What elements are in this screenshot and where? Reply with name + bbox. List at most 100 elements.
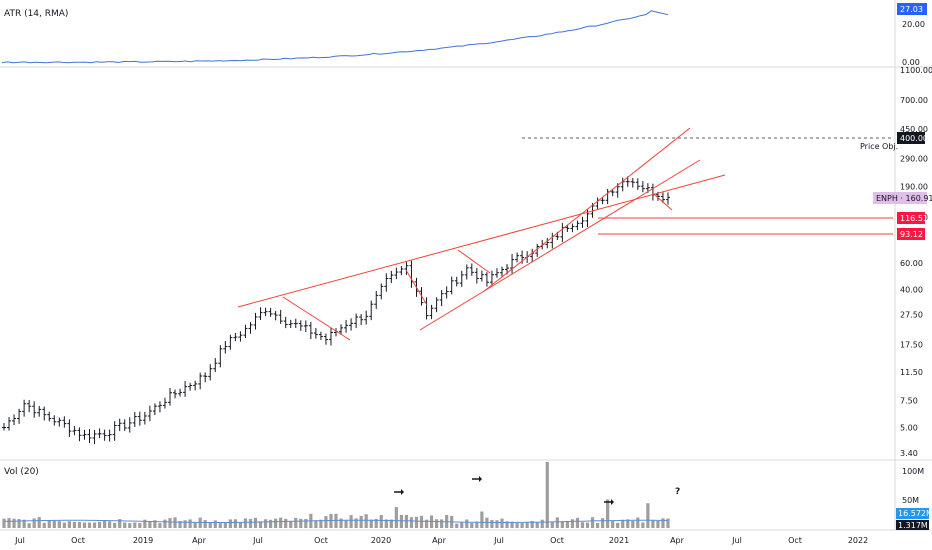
volume-bar [253, 517, 258, 528]
volume-bar [7, 518, 11, 528]
volume-bar [495, 520, 499, 528]
volume-bar [248, 518, 253, 528]
trendline[interactable] [457, 249, 491, 274]
time-tick-label: Oct [788, 536, 802, 545]
volume-bar [133, 522, 137, 528]
trendline[interactable] [282, 296, 351, 341]
time-tick-label: Apr [192, 536, 207, 545]
volume-bar [414, 516, 419, 528]
volume-bar [641, 522, 645, 528]
arrow-icon [472, 476, 482, 482]
trendline[interactable] [482, 127, 691, 293]
volume-bar [550, 522, 554, 528]
volume-bar [384, 519, 388, 528]
volume-bar [379, 515, 383, 528]
volume-bar [203, 520, 207, 528]
price-tick-label: 60.00 [900, 259, 923, 268]
trendline[interactable] [419, 159, 701, 331]
volume-bar [636, 517, 640, 528]
atr-value-badge [897, 3, 927, 15]
price-axis[interactable]: 1100.00700.00450.00290.00190.00120.0060.… [900, 66, 932, 458]
time-tick-label: Oct [71, 536, 85, 545]
volume-bottom-label: 1.317M [898, 521, 928, 530]
volume-bar [52, 520, 56, 528]
volume-bar [334, 513, 338, 528]
volume-bar [515, 522, 519, 528]
volume-ma-line [3, 519, 669, 523]
volume-bar [269, 519, 273, 528]
support-badge-2-label: 93.12 [900, 230, 923, 239]
volume-bar [435, 519, 439, 528]
volume-bar [510, 521, 514, 528]
volume-bar [263, 519, 268, 528]
volume-bar [193, 522, 197, 528]
volume-title[interactable]: Vol (20) [4, 467, 39, 477]
volume-bar [344, 519, 348, 528]
volume-bar [389, 519, 393, 528]
price-tick-label: 5.00 [900, 423, 918, 432]
volume-bar [606, 499, 610, 528]
volume-bar [490, 519, 494, 528]
trendlines[interactable] [237, 127, 726, 341]
price-tick-label: 190.00 [900, 182, 928, 191]
volume-bar [324, 516, 328, 528]
volume-bar [585, 522, 590, 528]
price-tick-label: 700.00 [900, 96, 928, 105]
atr-title[interactable]: ATR (14, RMA) [4, 9, 68, 19]
volume-bar [394, 507, 398, 528]
ticker-badge-label: ENPH · 160.91 [876, 194, 932, 203]
volume-bar [163, 519, 167, 528]
atr-tick-20: 20.00 [902, 20, 925, 29]
volume-value-badge [896, 508, 929, 519]
trendline[interactable] [405, 269, 428, 306]
volume-bar [108, 521, 112, 528]
price-tick-label: 450.00 [900, 125, 928, 134]
volume-bar [238, 522, 243, 528]
volume-bar [575, 517, 580, 528]
volume-bar [455, 523, 459, 528]
volume-bar [143, 519, 147, 528]
volume-bar [419, 515, 424, 528]
arrow-icon [604, 499, 614, 505]
volume-bar [47, 520, 51, 528]
volume-bar [103, 520, 107, 528]
volume-bar [535, 521, 539, 528]
volume-bar [92, 522, 97, 528]
volume-bar [67, 521, 71, 528]
price-tick-label: 290.00 [900, 154, 928, 163]
support-badge-2 [897, 228, 925, 240]
volume-bar [440, 519, 444, 528]
volume-bar [153, 520, 157, 528]
volume-bar [424, 519, 429, 528]
volume-bar [299, 518, 303, 528]
volume-bar [37, 517, 41, 528]
atr-tick-0: 0.00 [902, 58, 920, 67]
time-tick-label: Apr [432, 536, 447, 545]
support-badge-1-label: 116.51 [900, 214, 928, 223]
trendline[interactable] [237, 174, 726, 308]
volume-bar [364, 514, 368, 528]
volume-value-label: 16.572M [898, 509, 932, 518]
volume-bar [87, 522, 92, 528]
volume-bar [138, 522, 142, 528]
volume-bar [123, 522, 127, 528]
volume-bar [545, 462, 549, 528]
volume-bar [580, 522, 585, 528]
volume-bar [304, 518, 308, 528]
time-tick-label: Jul [252, 536, 263, 545]
volume-bar [57, 521, 61, 528]
volume-bar [279, 517, 283, 528]
volume-bar [12, 518, 16, 528]
price-tick-label: 40.00 [900, 286, 923, 295]
volume-bar [505, 521, 509, 528]
volume-bar [274, 518, 278, 528]
volume-bar [118, 519, 122, 528]
time-axis[interactable]: Jul Oct 2019 Apr Jul Oct 2020 Apr Jul Oct 2021 Apr J… [14, 536, 868, 545]
volume-bar [77, 521, 82, 528]
time-tick-label: Oct [314, 536, 328, 545]
volume-bar [480, 511, 484, 528]
trendline[interactable] [654, 194, 673, 211]
volume-bar [601, 518, 605, 528]
volume-bar [626, 519, 630, 528]
